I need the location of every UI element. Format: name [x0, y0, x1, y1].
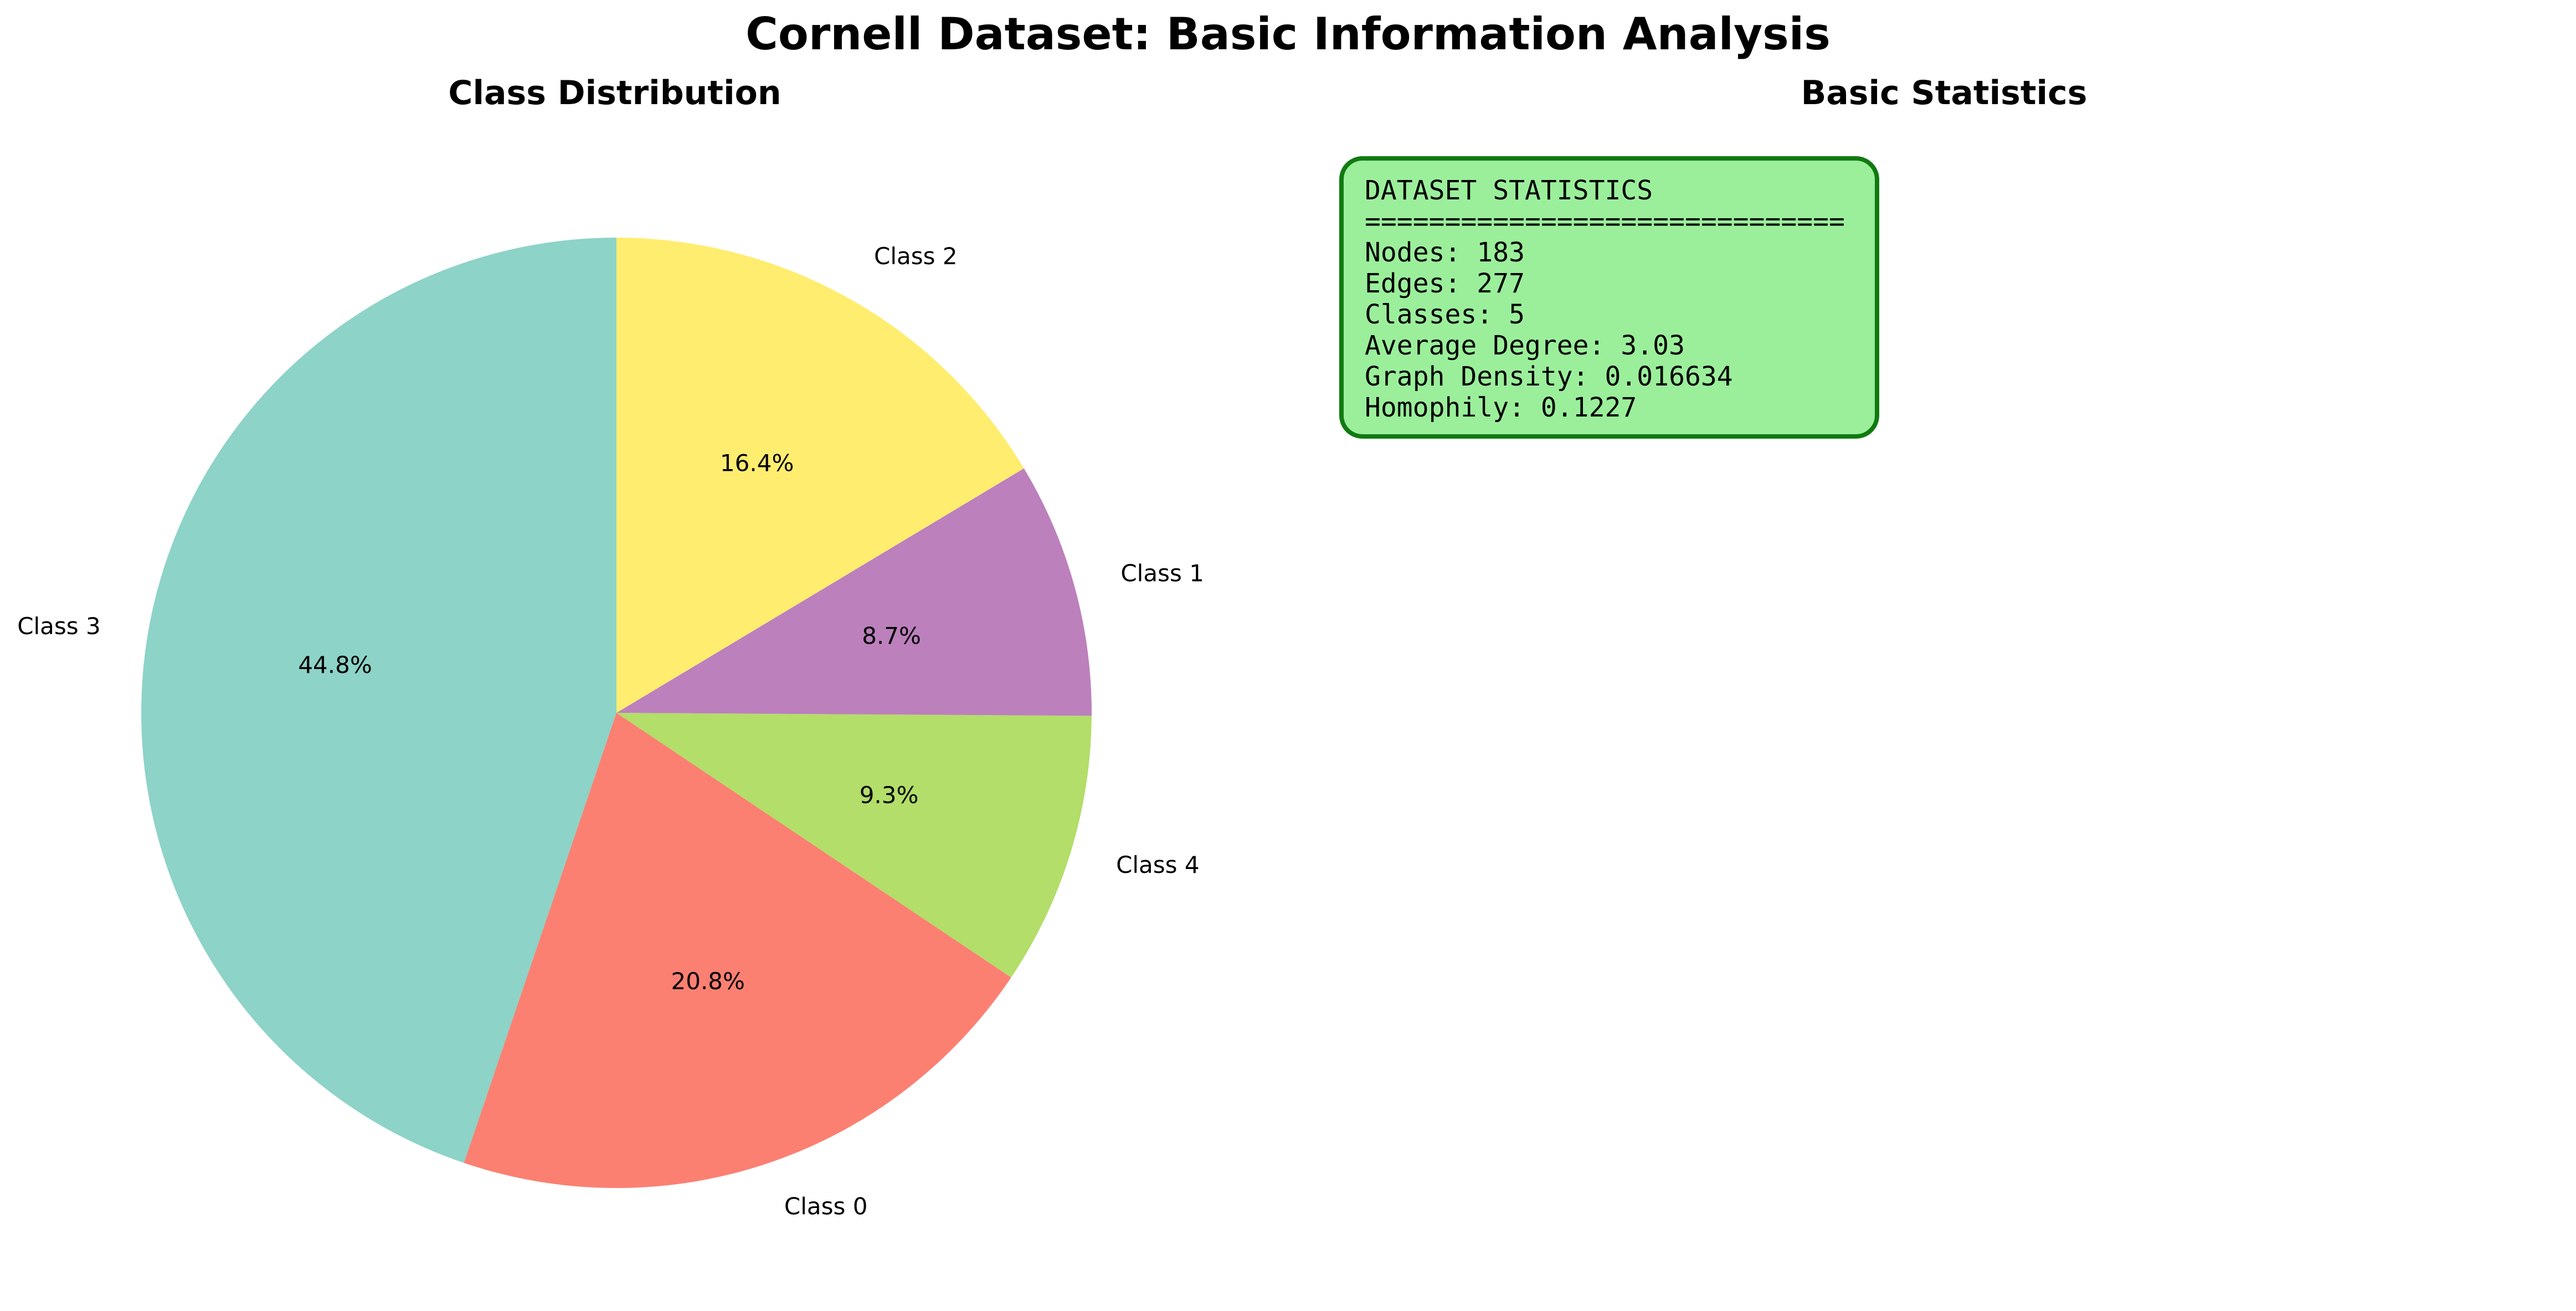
slice-label: Class 2 [874, 243, 958, 270]
pie-slice-class-4 [616, 713, 1092, 978]
figure-title: Cornell Dataset: Basic Information Analy… [745, 8, 1831, 60]
stats-line: Graph Density: 0.016634 [1365, 361, 1733, 392]
pie-slice-class-1 [616, 468, 1092, 716]
pie-slice-class-2 [616, 238, 1024, 713]
slice-label: Class 3 [17, 613, 101, 640]
slice-percent-label: 9.3% [860, 782, 919, 809]
pie-slice-class-0 [464, 713, 1011, 1188]
slice-percent-label: 20.8% [671, 968, 745, 995]
stats-line: Edges: 277 [1365, 268, 1525, 299]
stats-line: DATASET STATISTICS [1365, 175, 1653, 206]
slice-label: Class 4 [1116, 851, 1200, 878]
slice-percent-label: 44.8% [298, 651, 372, 678]
slice-percent-label: 16.4% [720, 450, 794, 477]
slice-label: Class 0 [784, 1192, 868, 1220]
stats-line: Homophily: 0.1227 [1365, 392, 1637, 423]
stats-line: Classes: 5 [1365, 299, 1525, 330]
pie-slice-class-3 [141, 238, 616, 1163]
dataset-statistics-box: DATASET STATISTICS ======================… [1339, 156, 1879, 439]
pie-chart-title: Class Distribution [448, 74, 781, 112]
slice-label: Class 1 [1120, 559, 1204, 587]
stats-line: Nodes: 183 [1365, 237, 1525, 268]
stats-panel-title: Basic Statistics [1801, 74, 2087, 112]
pie-chart: Class 3 44.8% Class 0 20.8% Class 4 9.3% Class… [17, 238, 1204, 1220]
stats-line: Average Degree: 3.03 [1365, 330, 1685, 361]
stats-line: ============================== [1365, 206, 1845, 237]
slice-percent-label: 8.7% [862, 623, 921, 650]
